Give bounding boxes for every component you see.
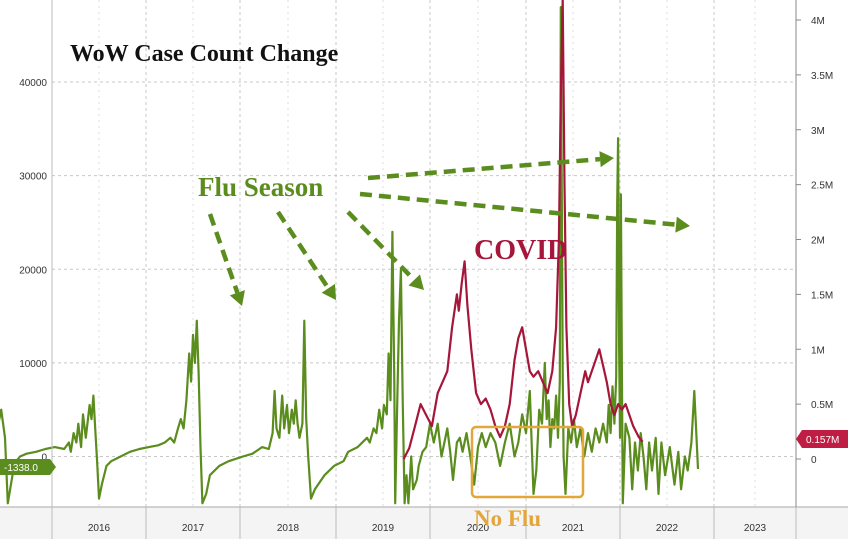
annotation-arrow-shaft: [276, 210, 331, 290]
green-series-group: [0, 5, 700, 505]
right-tick-label: 1M: [811, 345, 825, 356]
last-value-left-tag: -1338.0: [0, 459, 56, 475]
annotation-arrow-head: [229, 290, 245, 306]
right-tick-label: 3.5M: [811, 71, 833, 82]
x-tick-label: 2022: [656, 523, 679, 534]
red-series-line: [402, 0, 644, 460]
x-axis-band: [0, 506, 848, 539]
right-tick-label: 0.5M: [811, 400, 833, 411]
left-tick-labels: 0 10000 20000 30000 40000: [19, 78, 47, 464]
right-tick-label: 2.5M: [811, 181, 833, 192]
right-tick-label: 1.5M: [811, 290, 833, 301]
right-tick-label: 3M: [811, 126, 825, 137]
x-tick-labels: 2016 2017 2018 2019 2020 2021 2022 2023: [88, 523, 767, 534]
annotation-arrow-head: [321, 283, 336, 300]
annotation-flu-season: Flu Season: [198, 172, 323, 202]
left-tick-label: 10000: [19, 359, 47, 370]
annotation-arrow-head: [675, 216, 690, 233]
left-tick-label: 30000: [19, 172, 47, 183]
chart-title: WoW Case Count Change: [70, 41, 339, 67]
left-tick-label: 0: [41, 453, 47, 464]
left-tick-label: 40000: [19, 78, 47, 89]
right-tick-label: 4M: [811, 16, 825, 27]
annotation-arrow-head: [408, 274, 424, 290]
annotation-arrow-shaft: [207, 213, 240, 294]
red-series-group: [402, 0, 644, 460]
right-tick-label: 2M: [811, 236, 825, 247]
annotation-arrow-shaft: [367, 156, 601, 181]
right-tick-label: 0: [811, 455, 817, 466]
x-tick-label: 2018: [277, 523, 300, 534]
last-value-left-text: -1338.0: [4, 463, 38, 474]
left-tick-label: 20000: [19, 265, 47, 276]
x-axis-background: [0, 507, 848, 539]
annotation-covid: COVID: [474, 235, 567, 266]
x-tick-label: 2023: [744, 523, 767, 534]
last-value-right-text: 0.157M: [806, 435, 839, 446]
x-tick-label: 2019: [372, 523, 395, 534]
last-value-right-tag: 0.157M: [796, 430, 848, 448]
no-flu-box: [470, 425, 585, 499]
annotation-arrow-shaft: [359, 191, 677, 227]
annotation-arrow-head: [599, 151, 614, 168]
x-tick-label: 2016: [88, 523, 111, 534]
annotation-arrows: [207, 151, 690, 306]
x-tick-label: 2017: [182, 523, 205, 534]
green-series-line: [0, 5, 700, 505]
right-tick-labels: 0 0.5M 1M 1.5M 2M 2.5M 3M 3.5M 4M: [796, 16, 833, 466]
annotation-no-flu: No Flu: [474, 506, 541, 531]
x-tick-label: 2021: [562, 523, 585, 534]
annotation-arrow-shaft: [346, 210, 416, 282]
x-tick-label: 2020: [467, 523, 490, 534]
